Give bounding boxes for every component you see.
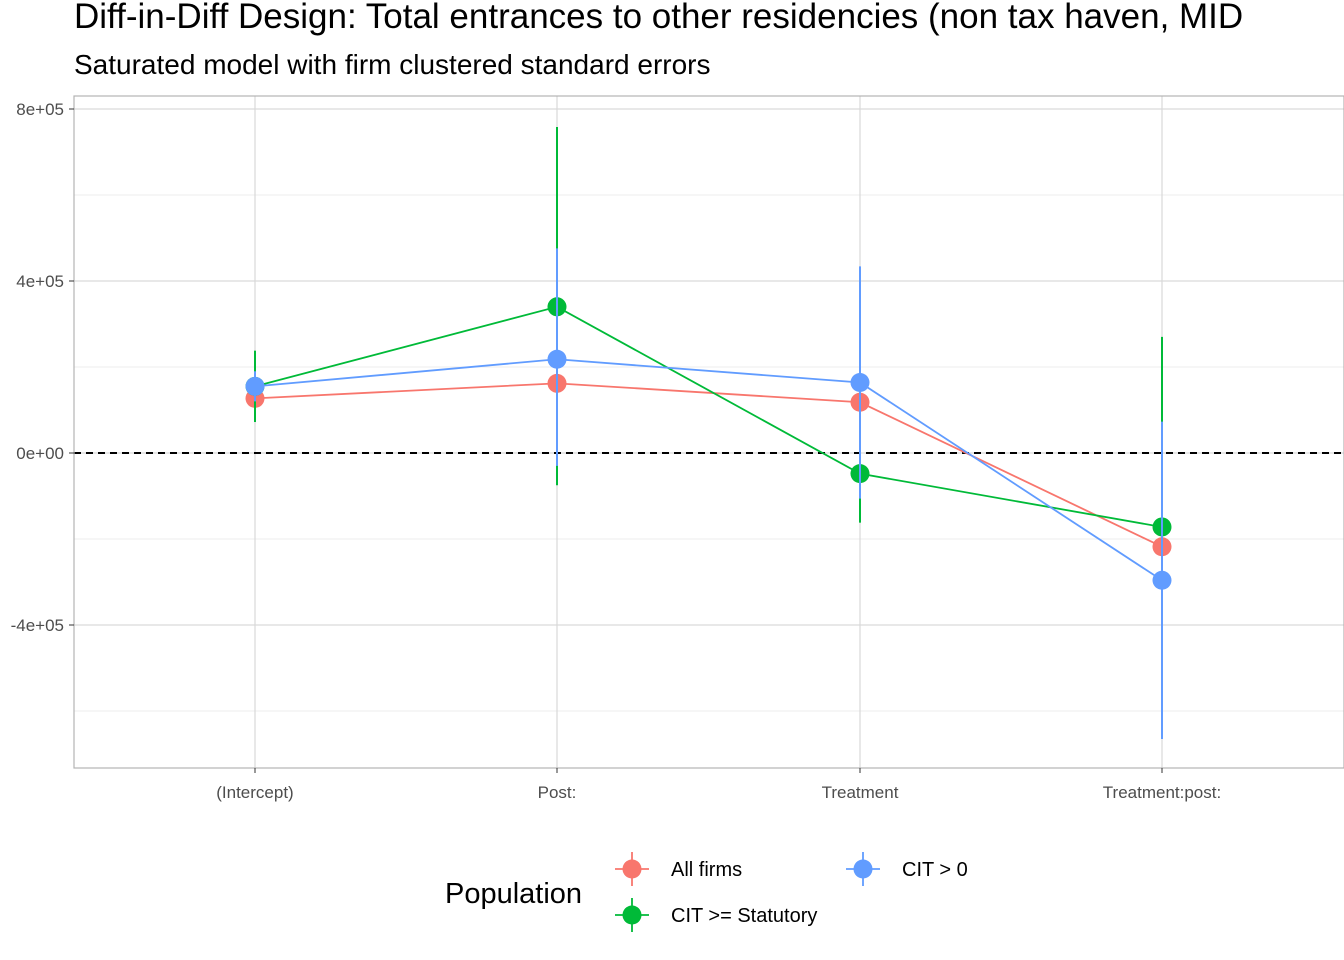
- data-point: [850, 372, 870, 392]
- legend-title: Population: [445, 878, 582, 910]
- y-tick-label: 0e+00: [16, 444, 64, 463]
- series-cit-0: [245, 248, 1172, 739]
- legend-label: CIT > 0: [902, 859, 968, 881]
- series-line: [254, 358, 1163, 582]
- chart-subtitle: Saturated model with firm clustered stan…: [74, 49, 711, 80]
- series-line: [254, 382, 1163, 548]
- data-point: [245, 376, 265, 396]
- legend-label: CIT >= Statutory: [671, 905, 817, 927]
- legend-item-all-firms: All firms: [615, 852, 742, 886]
- x-tick-label: Treatment:post:: [1103, 783, 1221, 802]
- legend-item-cit-0: CIT > 0: [846, 852, 968, 886]
- plot-panel-border: [73, 95, 1344, 769]
- data-point: [547, 349, 567, 369]
- legend-key-point: [622, 905, 642, 925]
- plot-background: [74, 96, 1344, 768]
- grid-lines: [74, 96, 1344, 768]
- series-line: [254, 305, 1163, 528]
- chart-title: Diff-in-Diff Design: Total entrances to …: [74, 0, 1243, 36]
- legend: Population All firms CIT >= Statutory CIT …: [445, 852, 968, 932]
- legend-key-point: [622, 859, 642, 879]
- axis-labels: 8e+05 4e+05 0e+00 -4e+05 (Intercept) Post: Tre…: [11, 100, 1222, 802]
- legend-label: All firms: [671, 859, 742, 881]
- series-group: [245, 127, 1172, 739]
- y-tick-label: -4e+05: [11, 616, 64, 635]
- y-tick-label: 8e+05: [16, 100, 64, 119]
- data-point: [1152, 570, 1172, 590]
- x-tick-label: Post:: [538, 783, 577, 802]
- legend-item-cit-statutory: CIT >= Statutory: [615, 898, 817, 932]
- legend-key-point: [853, 859, 873, 879]
- x-tick-label: (Intercept): [216, 783, 293, 802]
- y-tick-label: 4e+05: [16, 272, 64, 291]
- x-tick-label: Treatment: [822, 783, 899, 802]
